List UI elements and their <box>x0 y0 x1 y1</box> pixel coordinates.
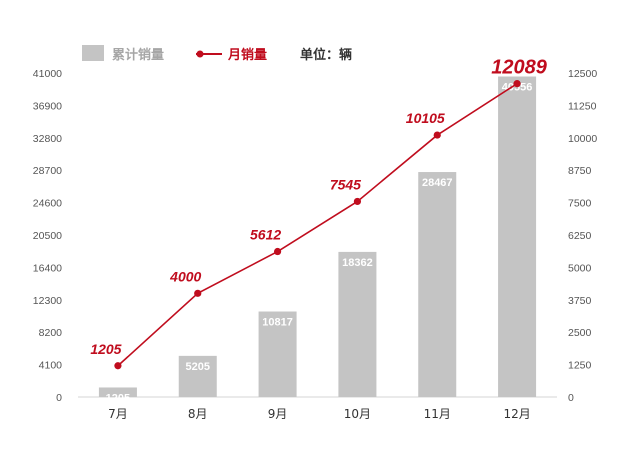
left-tick-label: 20500 <box>33 230 62 242</box>
right-tick-label: 7500 <box>568 198 592 210</box>
right-tick-label: 5000 <box>568 262 592 274</box>
line-point <box>433 131 441 139</box>
x-tick-label: 12月 <box>503 407 530 421</box>
unit-label: 单位：辆 <box>300 47 352 63</box>
right-tick-label: 2500 <box>568 327 592 339</box>
right-tick-label: 3750 <box>568 295 592 307</box>
legend-bar-swatch <box>82 45 104 61</box>
line-value-label: 7545 <box>330 176 361 192</box>
x-axis: 7月 8月 9月 10月 11月 12月 <box>108 407 531 421</box>
x-tick-label: 9月 <box>268 407 288 421</box>
legend-line-marker <box>196 50 204 58</box>
x-tick-label: 11月 <box>424 407 451 421</box>
legend-line-label: 月销量 <box>227 47 267 63</box>
left-tick-label: 36900 <box>33 100 62 112</box>
left-tick-label: 12300 <box>33 295 62 307</box>
left-tick-label: 28700 <box>33 165 62 177</box>
line-point <box>273 247 282 256</box>
bar <box>338 251 377 397</box>
x-tick-label: 10月 <box>344 407 371 421</box>
bar-value-label: 10817 <box>262 317 293 329</box>
legend: 累计销量 月销量 单位：辆 <box>82 45 352 63</box>
line-value-label: 4000 <box>169 268 201 284</box>
right-tick-label: 11250 <box>568 100 597 112</box>
line-value-label: 12089 <box>491 57 547 79</box>
left-tick-label: 41000 <box>33 68 62 80</box>
left-tick-label: 16400 <box>33 262 62 274</box>
line-point <box>513 80 521 88</box>
right-tick-label: 8750 <box>568 165 592 177</box>
bar <box>98 387 137 397</box>
right-axis: 0 1250 2500 3750 5000 6250 7500 8750 10000 11250 1… <box>568 68 597 404</box>
bar-series: 1205 5205 10817 18362 28467 40556 <box>98 76 537 404</box>
left-axis: 0 4100 8200 12300 16400 20500 24600 28700 32800 3… <box>33 68 62 404</box>
right-tick-label: 12500 <box>568 68 597 80</box>
bar <box>258 311 297 397</box>
left-tick-label: 8200 <box>39 327 63 339</box>
bar-value-label: 18362 <box>342 257 373 269</box>
line-series: 1205 4000 5612 7545 10105 12089 <box>90 57 548 370</box>
line-value-label: 5612 <box>250 227 281 243</box>
right-tick-label: 6250 <box>568 230 592 242</box>
right-tick-label: 1250 <box>568 360 592 372</box>
x-tick-label: 8月 <box>188 407 208 421</box>
bar <box>178 355 217 397</box>
line-point <box>194 289 202 297</box>
line-point <box>114 362 122 370</box>
bar-value-label: 40556 <box>502 82 533 94</box>
legend-bar-label: 累计销量 <box>112 47 164 63</box>
bar <box>498 76 537 398</box>
bar-value-label: 28467 <box>422 177 453 189</box>
line-value-label: 1205 <box>90 341 121 357</box>
bar <box>418 172 457 397</box>
bar-value-label: 1205 <box>106 392 130 404</box>
left-tick-label: 24600 <box>33 198 62 210</box>
left-tick-label: 32800 <box>33 133 62 145</box>
left-tick-label: 4100 <box>39 360 63 372</box>
line-value-label: 10105 <box>406 110 445 126</box>
x-tick-label: 7月 <box>108 407 128 421</box>
bar-value-label: 5205 <box>186 361 210 373</box>
line-path <box>117 82 518 367</box>
line-point <box>353 197 362 206</box>
left-tick-label: 0 <box>56 392 62 404</box>
right-tick-label: 10000 <box>568 133 597 145</box>
right-tick-label: 0 <box>568 392 574 404</box>
